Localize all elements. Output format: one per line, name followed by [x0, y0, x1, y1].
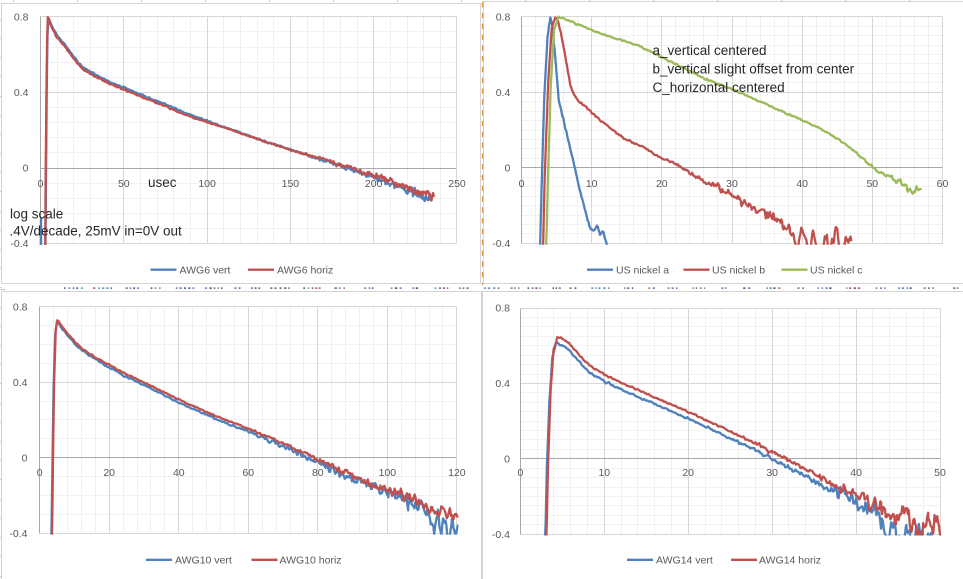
svg-text:-0.4: -0.4 [492, 238, 510, 250]
svg-text:0.4: 0.4 [496, 87, 511, 99]
svg-text:200: 200 [365, 178, 383, 190]
svg-text:100: 100 [379, 467, 397, 479]
svg-text:0: 0 [519, 178, 525, 190]
svg-text:120: 120 [448, 467, 466, 479]
svg-text:a_vertical centered: a_vertical centered [653, 43, 767, 58]
svg-text:20: 20 [656, 178, 668, 190]
svg-text:40: 40 [796, 178, 808, 190]
svg-text:0: 0 [23, 163, 29, 175]
svg-text:20: 20 [682, 467, 694, 479]
svg-text:AWG14 horiz: AWG14 horiz [759, 555, 821, 567]
svg-text:10: 10 [586, 178, 598, 190]
svg-text:0: 0 [22, 452, 28, 464]
svg-text:-0.4: -0.4 [10, 238, 28, 250]
svg-text:C_horizontal centered: C_horizontal centered [653, 80, 785, 95]
svg-text:AWG10 vert: AWG10 vert [175, 555, 232, 567]
svg-text:250: 250 [448, 178, 466, 190]
svg-text:0.8: 0.8 [496, 11, 511, 23]
svg-text:50: 50 [118, 178, 130, 190]
svg-text:0.4: 0.4 [495, 378, 510, 390]
svg-text:60: 60 [937, 178, 949, 190]
svg-text:0: 0 [517, 467, 523, 479]
svg-text:usec: usec [148, 175, 177, 190]
svg-text:US nickel b: US nickel b [712, 264, 765, 276]
svg-text:0.8: 0.8 [495, 303, 510, 315]
svg-text:0: 0 [37, 467, 43, 479]
svg-text:30: 30 [726, 178, 738, 190]
svg-text:AWG6 vert: AWG6 vert [180, 264, 231, 276]
svg-text:150: 150 [282, 178, 300, 190]
svg-text:40: 40 [173, 467, 185, 479]
svg-text:-0.4: -0.4 [492, 529, 510, 541]
svg-text:AWG10 horiz: AWG10 horiz [280, 555, 342, 567]
svg-text:US nickel a: US nickel a [616, 264, 669, 276]
svg-text:0.8: 0.8 [14, 12, 29, 24]
svg-text:.4V/decade, 25mV in=0V out: .4V/decade, 25mV in=0V out [10, 224, 182, 239]
svg-text:b_vertical slight offset from: b_vertical slight offset from center [653, 62, 855, 77]
svg-text:0: 0 [504, 162, 510, 174]
svg-text:10: 10 [598, 467, 610, 479]
svg-text:US nickel c: US nickel c [810, 264, 863, 276]
svg-text:50: 50 [934, 467, 946, 479]
svg-text:0.8: 0.8 [13, 301, 28, 313]
svg-text:60: 60 [242, 467, 254, 479]
svg-text:0.4: 0.4 [14, 87, 29, 99]
svg-text:50: 50 [866, 178, 878, 190]
svg-text:100: 100 [198, 178, 216, 190]
svg-text:0: 0 [38, 178, 44, 190]
svg-text:80: 80 [312, 467, 324, 479]
svg-text:-0.4: -0.4 [9, 528, 27, 540]
svg-text:log scale: log scale [10, 207, 63, 222]
svg-text:0: 0 [504, 453, 510, 465]
svg-text:0.4: 0.4 [13, 377, 28, 389]
svg-text:40: 40 [850, 467, 862, 479]
svg-text:AWG14 vert: AWG14 vert [656, 555, 713, 567]
svg-text:AWG6 horiz: AWG6 horiz [277, 264, 333, 276]
svg-text:30: 30 [766, 467, 778, 479]
svg-text:20: 20 [103, 467, 115, 479]
